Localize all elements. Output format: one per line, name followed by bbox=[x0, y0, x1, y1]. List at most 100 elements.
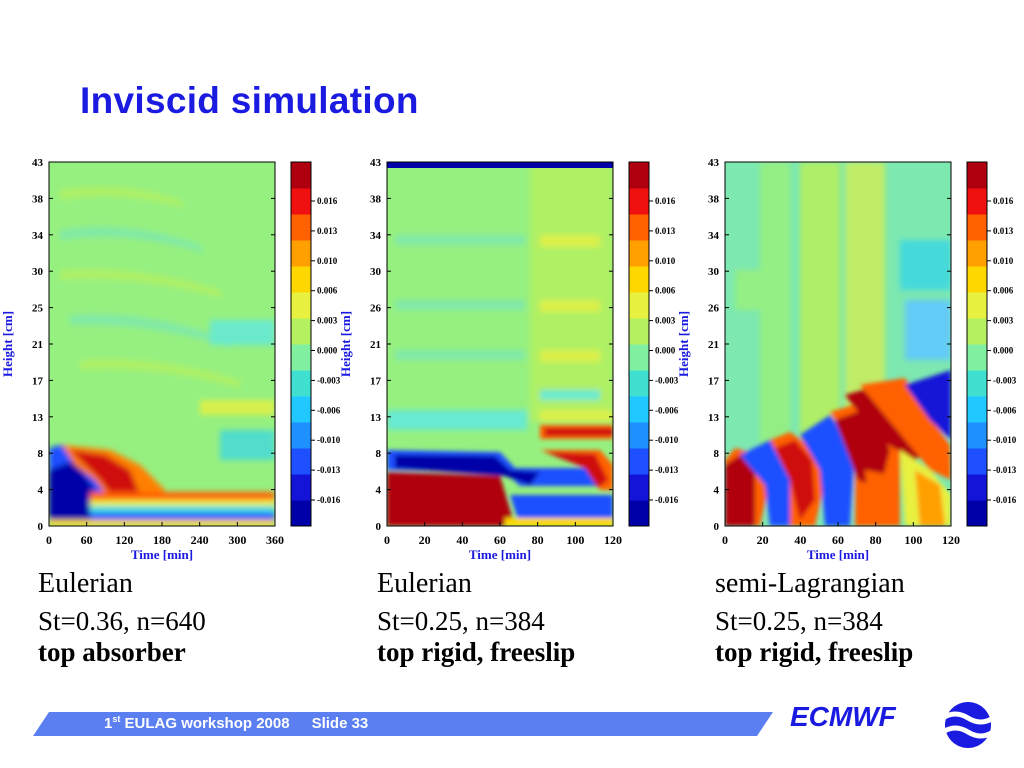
y-tick-label: 34 bbox=[708, 230, 720, 242]
colorbar-swatch bbox=[291, 188, 311, 215]
colorbar-swatch bbox=[967, 318, 987, 345]
colorbar-tick-label: 0.003 bbox=[317, 316, 338, 326]
x-tick-label: 240 bbox=[191, 533, 209, 547]
caption-1: Eulerian St=0.36, n=640 top absorber bbox=[38, 568, 206, 668]
caption-1-method: Eulerian bbox=[38, 568, 133, 599]
colorbar-tick-label: -0.016 bbox=[655, 495, 679, 505]
y-axis-label: Height [cm] bbox=[676, 311, 691, 377]
colorbar-tick-label: 0.010 bbox=[317, 256, 338, 266]
colorbar-swatch bbox=[291, 292, 311, 319]
y-tick-label: 21 bbox=[708, 339, 719, 351]
x-tick-label: 80 bbox=[532, 533, 544, 547]
colorbar-swatch bbox=[291, 422, 311, 449]
y-tick-label: 0 bbox=[714, 521, 720, 533]
caption-3-method: semi-Lagrangian bbox=[715, 568, 905, 599]
colorbar-swatch bbox=[291, 500, 311, 527]
caption-2-params: St=0.25, n=384 bbox=[377, 606, 545, 636]
y-tick-label: 30 bbox=[32, 266, 44, 278]
x-tick-label: 60 bbox=[494, 533, 506, 547]
x-axis-label: Time [min] bbox=[807, 547, 869, 562]
colorbar-tick-label: 0.003 bbox=[655, 316, 676, 326]
y-tick-label: 17 bbox=[370, 375, 382, 387]
colorbar-swatch bbox=[291, 448, 311, 475]
colorbar-swatch bbox=[629, 240, 649, 267]
y-tick-label: 0 bbox=[38, 521, 44, 533]
caption-3-params: St=0.25, n=384 bbox=[715, 606, 883, 636]
y-tick-label: 38 bbox=[32, 193, 44, 205]
colorbar-swatch bbox=[967, 370, 987, 397]
colorbar-swatch bbox=[967, 292, 987, 319]
colorbar-swatch bbox=[629, 370, 649, 397]
ecmwf-logo-text: ECMWF bbox=[790, 701, 896, 732]
colorbar-tick-label: 0.016 bbox=[655, 196, 676, 206]
y-tick-label: 13 bbox=[708, 412, 720, 424]
x-tick-label: 100 bbox=[904, 533, 922, 547]
y-tick-label: 26 bbox=[370, 303, 382, 315]
caption-1-boundary: top absorber bbox=[38, 637, 186, 667]
y-tick-label: 21 bbox=[32, 339, 43, 351]
colorbar-frame bbox=[966, 161, 988, 527]
footer-workshop-name: EULAG workshop 2008 bbox=[120, 715, 290, 732]
y-axis-label: Height [cm] bbox=[0, 311, 15, 377]
y-tick-label: 4 bbox=[376, 485, 382, 497]
colorbar-layer: 0.016 0.013 0.010 0.006 0.003 0.000 -0.003 -0.0… bbox=[290, 161, 1017, 527]
colorbar-swatch bbox=[291, 162, 311, 189]
colorbar-swatch bbox=[291, 266, 311, 293]
y-tick-label: 13 bbox=[370, 412, 382, 424]
colorbar-swatch bbox=[967, 266, 987, 293]
x-tick-label: 0 bbox=[722, 533, 728, 547]
colorbar-tick-label: 0.013 bbox=[317, 226, 338, 236]
footer-workshop-number: 1 bbox=[104, 715, 113, 732]
x-axis-label: Time [min] bbox=[469, 547, 531, 562]
caption-2-boundary: top rigid, freeslip bbox=[377, 637, 576, 667]
colorbar-tick-label: 0.006 bbox=[993, 286, 1014, 296]
x-tick-label: 180 bbox=[153, 533, 171, 547]
y-axis-label: Height [cm] bbox=[338, 311, 353, 377]
x-tick-label: 0 bbox=[46, 533, 52, 547]
colorbar-swatch bbox=[967, 448, 987, 475]
colorbar-swatch bbox=[629, 448, 649, 475]
colorbar-tick-label: -0.016 bbox=[993, 495, 1017, 505]
colorbar-tick-label: 0.000 bbox=[993, 346, 1014, 356]
y-tick-label: 38 bbox=[708, 193, 720, 205]
colorbar-swatch bbox=[967, 188, 987, 215]
heatmap-field-1 bbox=[49, 162, 275, 526]
y-tick-label: 8 bbox=[38, 448, 44, 460]
colorbar-swatch bbox=[291, 370, 311, 397]
colorbar-frame bbox=[290, 161, 312, 527]
colorbar-tick-label: 0.010 bbox=[993, 256, 1014, 266]
y-tick-label: 30 bbox=[708, 266, 720, 278]
y-tick-label: 34 bbox=[370, 230, 382, 242]
y-tick-label: 43 bbox=[32, 157, 44, 169]
y-tick-label: 4 bbox=[714, 485, 720, 497]
colorbar-swatch bbox=[629, 292, 649, 319]
colorbar-tick-label: -0.013 bbox=[317, 465, 341, 475]
colorbar-tick-label: -0.006 bbox=[655, 405, 679, 415]
colorbar-tick-label: -0.016 bbox=[317, 495, 341, 505]
y-tick-label: 43 bbox=[708, 157, 720, 169]
colorbar-tick-label: -0.006 bbox=[993, 405, 1017, 415]
colorbar-swatch bbox=[967, 396, 987, 423]
colorbar-tick-label: -0.010 bbox=[993, 435, 1017, 445]
y-tick-label: 0 bbox=[376, 521, 382, 533]
colorbar-frame bbox=[628, 161, 650, 527]
colorbar-tick-label: -0.010 bbox=[655, 435, 679, 445]
colorbar-swatch bbox=[629, 266, 649, 293]
colorbar-tick-label: 0.003 bbox=[993, 316, 1014, 326]
colorbar-tick-label: -0.013 bbox=[655, 465, 679, 475]
caption-2: Eulerian St=0.25, n=384 top rigid, frees… bbox=[377, 568, 575, 668]
x-tick-label: 20 bbox=[757, 533, 769, 547]
x-tick-label: 120 bbox=[604, 533, 622, 547]
y-tick-label: 13 bbox=[32, 412, 44, 424]
colorbar-tick-label: 0.000 bbox=[655, 346, 676, 356]
x-tick-label: 0 bbox=[384, 533, 390, 547]
colorbar-swatch bbox=[629, 396, 649, 423]
colorbar-tick-label: -0.013 bbox=[993, 465, 1017, 475]
colorbar-tick-label: -0.003 bbox=[655, 375, 679, 385]
x-tick-label: 40 bbox=[794, 533, 806, 547]
x-tick-label: 60 bbox=[81, 533, 93, 547]
y-tick-label: 21 bbox=[370, 339, 381, 351]
colorbar-tick-label: 0.013 bbox=[655, 226, 676, 236]
colorbar-swatch bbox=[629, 214, 649, 241]
